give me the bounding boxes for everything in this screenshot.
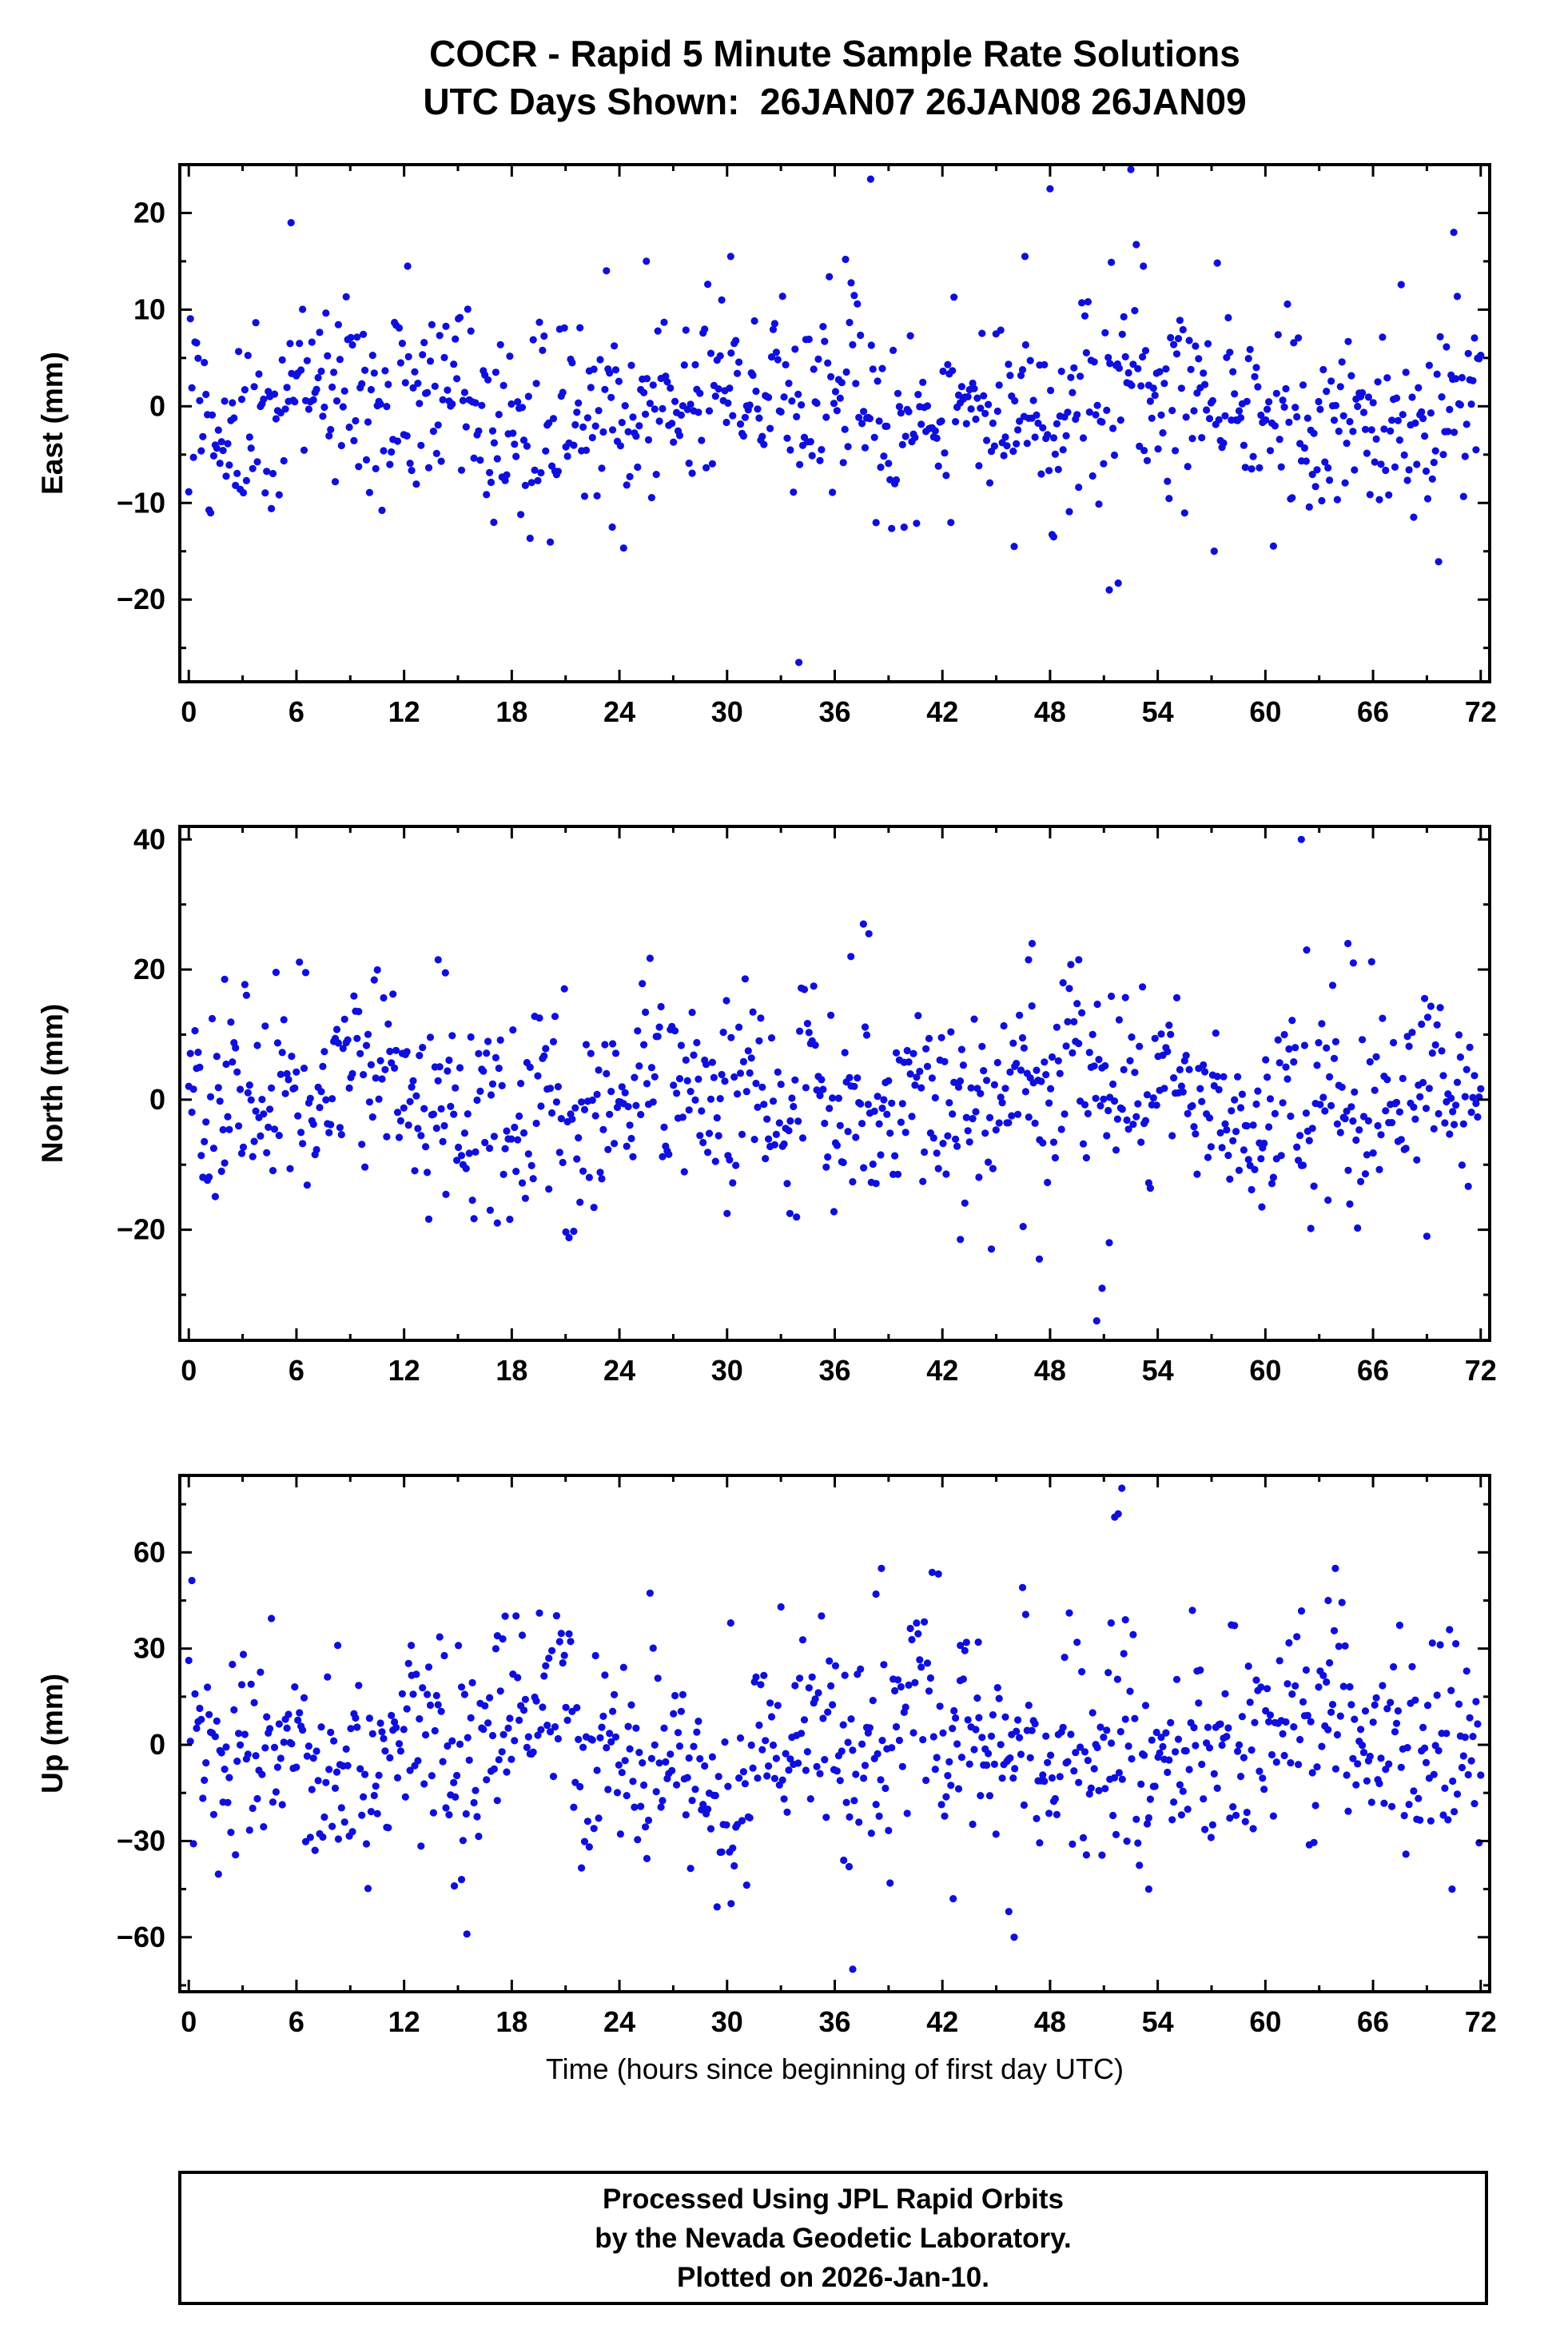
- svg-text:24: 24: [603, 1354, 635, 1387]
- svg-text:0: 0: [181, 695, 197, 728]
- svg-text:18: 18: [495, 695, 527, 728]
- svg-text:30: 30: [711, 2005, 743, 2038]
- svg-text:6: 6: [289, 2005, 304, 2038]
- scatter-points-north: [185, 835, 1485, 1325]
- footer-line-3: Plotted on 2026-Jan-10.: [677, 2261, 989, 2293]
- svg-text:66: 66: [1357, 1354, 1389, 1387]
- svg-text:12: 12: [388, 1354, 420, 1387]
- scatter-points-up: [185, 1484, 1485, 1973]
- ticks-up: [180, 1475, 1490, 1992]
- panel-frame-east: [178, 163, 1491, 683]
- svg-text:60: 60: [1249, 1354, 1281, 1387]
- svg-text:6: 6: [289, 1354, 304, 1387]
- svg-text:36: 36: [818, 1354, 850, 1387]
- svg-text:48: 48: [1034, 695, 1066, 728]
- svg-text:72: 72: [1465, 1354, 1497, 1387]
- svg-text:12: 12: [388, 2005, 420, 2038]
- svg-text:20: 20: [133, 953, 165, 985]
- svg-text:36: 36: [818, 2005, 850, 2038]
- svg-text:18: 18: [495, 2005, 527, 2038]
- svg-text:60: 60: [1249, 2005, 1281, 2038]
- svg-text:60: 60: [133, 1535, 165, 1568]
- svg-text:0: 0: [181, 1354, 197, 1387]
- panel-north: 0 6 12 18 24 30 36 42 48 54 60 66 72 −20 0 20 40 North (m…: [36, 822, 1497, 1387]
- svg-text:20: 20: [133, 196, 165, 229]
- panel-up: 0 6 12 18 24 30 36 42 48 54 60 66 72 −60 −30 0 30 60 Up (m…: [36, 1474, 1497, 2038]
- svg-text:54: 54: [1142, 1354, 1174, 1387]
- svg-text:66: 66: [1357, 695, 1389, 728]
- svg-text:30: 30: [711, 1354, 743, 1387]
- footer-line-2: by the Nevada Geodetic Laboratory.: [595, 2222, 1072, 2254]
- svg-text:6: 6: [289, 695, 304, 728]
- svg-text:24: 24: [603, 2005, 635, 2038]
- svg-text:72: 72: [1465, 2005, 1497, 2038]
- ticks-east: [180, 163, 1490, 682]
- svg-text:12: 12: [388, 695, 420, 728]
- svg-text:48: 48: [1034, 2005, 1066, 2038]
- svg-text:24: 24: [603, 695, 635, 728]
- footer-line-1: Processed Using JPL Rapid Orbits: [602, 2183, 1065, 2215]
- plot-subtitle: UTC Days Shown: 26JAN07 26JAN08 26JAN09: [423, 81, 1247, 122]
- svg-text:72: 72: [1465, 695, 1497, 728]
- ticks-north: [180, 826, 1490, 1340]
- svg-text:66: 66: [1357, 2005, 1389, 2038]
- panel-east: 0 6 12 18 24 30 36 42 48 54 60 66 72 −20 −10 0 10 20 East …: [36, 163, 1497, 728]
- svg-text:−30: −30: [117, 1824, 165, 1857]
- scatter-points-east: [185, 165, 1485, 667]
- svg-text:0: 0: [149, 1083, 165, 1116]
- svg-text:−20: −20: [117, 1213, 165, 1246]
- svg-text:40: 40: [133, 822, 165, 855]
- svg-text:18: 18: [495, 1354, 527, 1387]
- svg-text:48: 48: [1034, 1354, 1066, 1387]
- svg-text:0: 0: [149, 1728, 165, 1761]
- plot-title: COCR - Rapid 5 Minute Sample Rate Soluti…: [429, 33, 1240, 74]
- svg-text:0: 0: [149, 389, 165, 422]
- svg-text:10: 10: [133, 293, 165, 325]
- svg-text:30: 30: [133, 1632, 165, 1665]
- svg-text:42: 42: [926, 2005, 958, 2038]
- svg-text:60: 60: [1249, 695, 1281, 728]
- tick-labels-north: 0 6 12 18 24 30 36 42 48 54 60 66 72 −20 0 20 40: [117, 822, 1497, 1387]
- svg-text:−60: −60: [117, 1921, 165, 1953]
- tick-labels-up: 0 6 12 18 24 30 36 42 48 54 60 66 72 −60 −30 0 30 60: [117, 1535, 1497, 2038]
- y-axis-title-north: North (mm): [36, 1004, 69, 1163]
- svg-text:30: 30: [711, 695, 743, 728]
- footer-box: Processed Using JPL Rapid Orbits by the …: [178, 2171, 1488, 2305]
- y-axis-title-up: Up (mm): [36, 1674, 69, 1794]
- svg-text:0: 0: [181, 2005, 197, 2038]
- svg-text:−10: −10: [117, 486, 165, 519]
- svg-text:42: 42: [926, 1354, 958, 1387]
- svg-text:42: 42: [926, 695, 958, 728]
- svg-text:−20: −20: [117, 583, 165, 615]
- x-axis-title: Time (hours since beginning of first day…: [546, 2052, 1124, 2085]
- y-axis-title-east: East (mm): [36, 352, 69, 495]
- panel-frame-north: [178, 825, 1491, 1342]
- svg-text:54: 54: [1142, 695, 1174, 728]
- svg-text:54: 54: [1142, 2005, 1174, 2038]
- svg-text:36: 36: [818, 695, 850, 728]
- tick-labels-east: 0 6 12 18 24 30 36 42 48 54 60 66 72 −20 −10 0 10 20: [117, 196, 1497, 728]
